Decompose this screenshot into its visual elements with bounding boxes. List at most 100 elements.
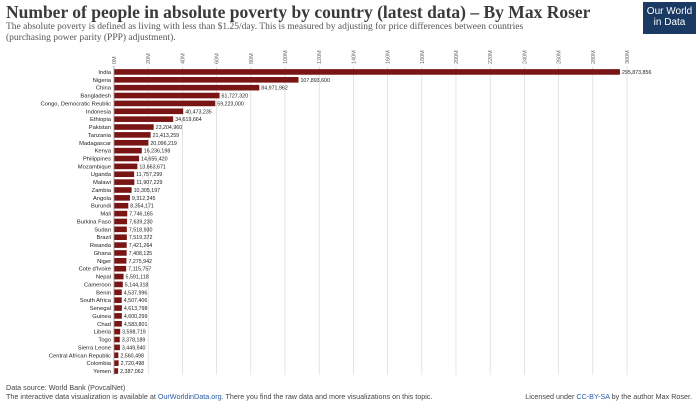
- footer-license: Licensed under CC-BY-SA by the author Ma…: [525, 392, 692, 401]
- bar: [114, 258, 127, 264]
- value-label: 107,893,600: [300, 78, 330, 84]
- category-label: Madagascar: [79, 141, 111, 147]
- footer-interactive-post: . There you find the raw data and more v…: [221, 392, 433, 401]
- value-label: 2,560,498: [120, 353, 144, 359]
- bar: [114, 344, 120, 351]
- footer-interactive-note: The interactive data visualization is av…: [6, 392, 432, 401]
- x-tick-label: 200M: [454, 50, 460, 64]
- category-label: Senegal: [90, 306, 111, 312]
- bar: [114, 147, 142, 154]
- x-tick-label: 260M: [557, 50, 563, 64]
- chart-subtitle: The absolute poverty is defined as livin…: [6, 22, 606, 44]
- category-label: Sudan: [94, 227, 111, 233]
- value-label: 5,591,118: [126, 275, 149, 281]
- bar: [114, 273, 124, 280]
- bar: [114, 297, 122, 303]
- value-label: 7,115,757: [128, 267, 151, 273]
- subtitle-line-2: (purchasing power parity (PPP) adjustmen…: [6, 33, 176, 43]
- bar: [114, 226, 127, 233]
- category-label: Mali: [100, 212, 111, 218]
- value-label: 7,408,125: [129, 251, 153, 257]
- category-label: Bangladesh: [80, 94, 111, 100]
- owid-link[interactable]: OurWorldinData.org: [157, 392, 222, 401]
- x-tick-label: 20M: [146, 53, 152, 64]
- value-label: 4,600,299: [124, 314, 148, 320]
- value-label: 84,971,962: [261, 86, 288, 92]
- category-label: Congo, Democratic Reublic: [40, 101, 111, 107]
- value-label: 3,378,189: [122, 338, 146, 344]
- value-label: 10,305,197: [134, 188, 161, 194]
- bar: [114, 108, 184, 115]
- x-tick-label: 140M: [351, 50, 357, 64]
- x-tick-label: 280M: [591, 50, 597, 64]
- footer-interactive-pre: The interactive data visualization is av…: [6, 392, 158, 401]
- value-label: 61,727,320: [222, 94, 249, 100]
- x-tick-label: 240M: [522, 50, 528, 64]
- value-label: 2,720,498: [121, 361, 145, 367]
- x-tick-label: 40M: [180, 53, 186, 64]
- x-tick-label: 300M: [625, 50, 631, 64]
- category-label: Angola: [93, 196, 112, 202]
- bar: [114, 281, 123, 288]
- value-label: 3,598,719: [122, 330, 146, 336]
- x-tick-label: 160M: [386, 50, 392, 64]
- category-label: Philippines: [83, 157, 111, 163]
- category-label: Malawi: [93, 180, 111, 186]
- logo-line-1: Our World: [646, 6, 693, 17]
- bar: [114, 320, 122, 327]
- x-tick-label: 220M: [488, 50, 494, 64]
- value-label: 11,907,229: [136, 180, 162, 186]
- category-label: Central African Republic: [49, 353, 111, 359]
- x-tick-label: 180M: [420, 50, 426, 64]
- value-label: 4,583,801: [124, 322, 148, 328]
- value-label: 7,639,230: [129, 219, 153, 225]
- category-label: Liberia: [94, 330, 112, 336]
- value-label: 11,757,299: [136, 172, 162, 178]
- bar: [114, 289, 122, 296]
- logo-line-2: in Data: [653, 17, 686, 28]
- category-label: Ghana: [94, 251, 112, 257]
- value-label: 7,275,942: [128, 259, 152, 265]
- value-label: 16,236,198: [144, 149, 171, 155]
- category-label: Mozambique: [78, 164, 111, 170]
- bar: [114, 218, 128, 225]
- category-label: Brazil: [97, 235, 112, 241]
- category-label: Tanzania: [88, 133, 112, 139]
- value-label: 7,518,930: [129, 227, 153, 233]
- category-label: Uganda: [91, 172, 112, 178]
- bar: [114, 92, 220, 99]
- x-tick-label: 60M: [215, 53, 221, 64]
- footer-source: Data source: World Bank (PovcalNet): [6, 383, 126, 392]
- license-link[interactable]: CC-BY-SA: [576, 392, 610, 401]
- bar: [114, 100, 216, 107]
- subtitle-line-1: The absolute poverty is defined as livin…: [6, 22, 524, 32]
- bar: [114, 171, 135, 178]
- value-label: 2,387,062: [120, 369, 144, 375]
- category-label: Burundi: [91, 204, 111, 210]
- bar: [114, 124, 154, 130]
- value-label: 7,746,165: [129, 212, 153, 218]
- bar: [114, 368, 119, 374]
- value-label: 7,421,264: [129, 243, 153, 249]
- bar: [114, 163, 138, 170]
- bar: [114, 132, 151, 138]
- bar: [114, 139, 149, 146]
- category-label: Guinea: [92, 314, 111, 320]
- category-label: Ethiopia: [90, 117, 112, 123]
- category-label: Yemen: [93, 369, 111, 375]
- category-label: Cote d'Ivoire: [79, 267, 111, 273]
- value-label: 40,473,235: [185, 109, 212, 115]
- value-label: 34,619,664: [175, 117, 202, 123]
- chart-title: Number of people in absolute poverty by …: [6, 2, 591, 22]
- bar: [114, 116, 174, 122]
- bar: [114, 360, 119, 366]
- category-label: Nigeria: [93, 78, 112, 84]
- category-label: Burkina Faso: [77, 219, 111, 225]
- bar: [114, 250, 127, 256]
- footer-license-post: by the author Max Roser.: [609, 392, 692, 401]
- our-world-in-data-logo[interactable]: Our World in Data: [643, 2, 696, 34]
- category-label: Rwanda: [90, 243, 112, 249]
- value-label: 20,096,219: [150, 141, 177, 147]
- value-label: 9,312,245: [132, 196, 156, 202]
- category-label: India: [98, 70, 111, 76]
